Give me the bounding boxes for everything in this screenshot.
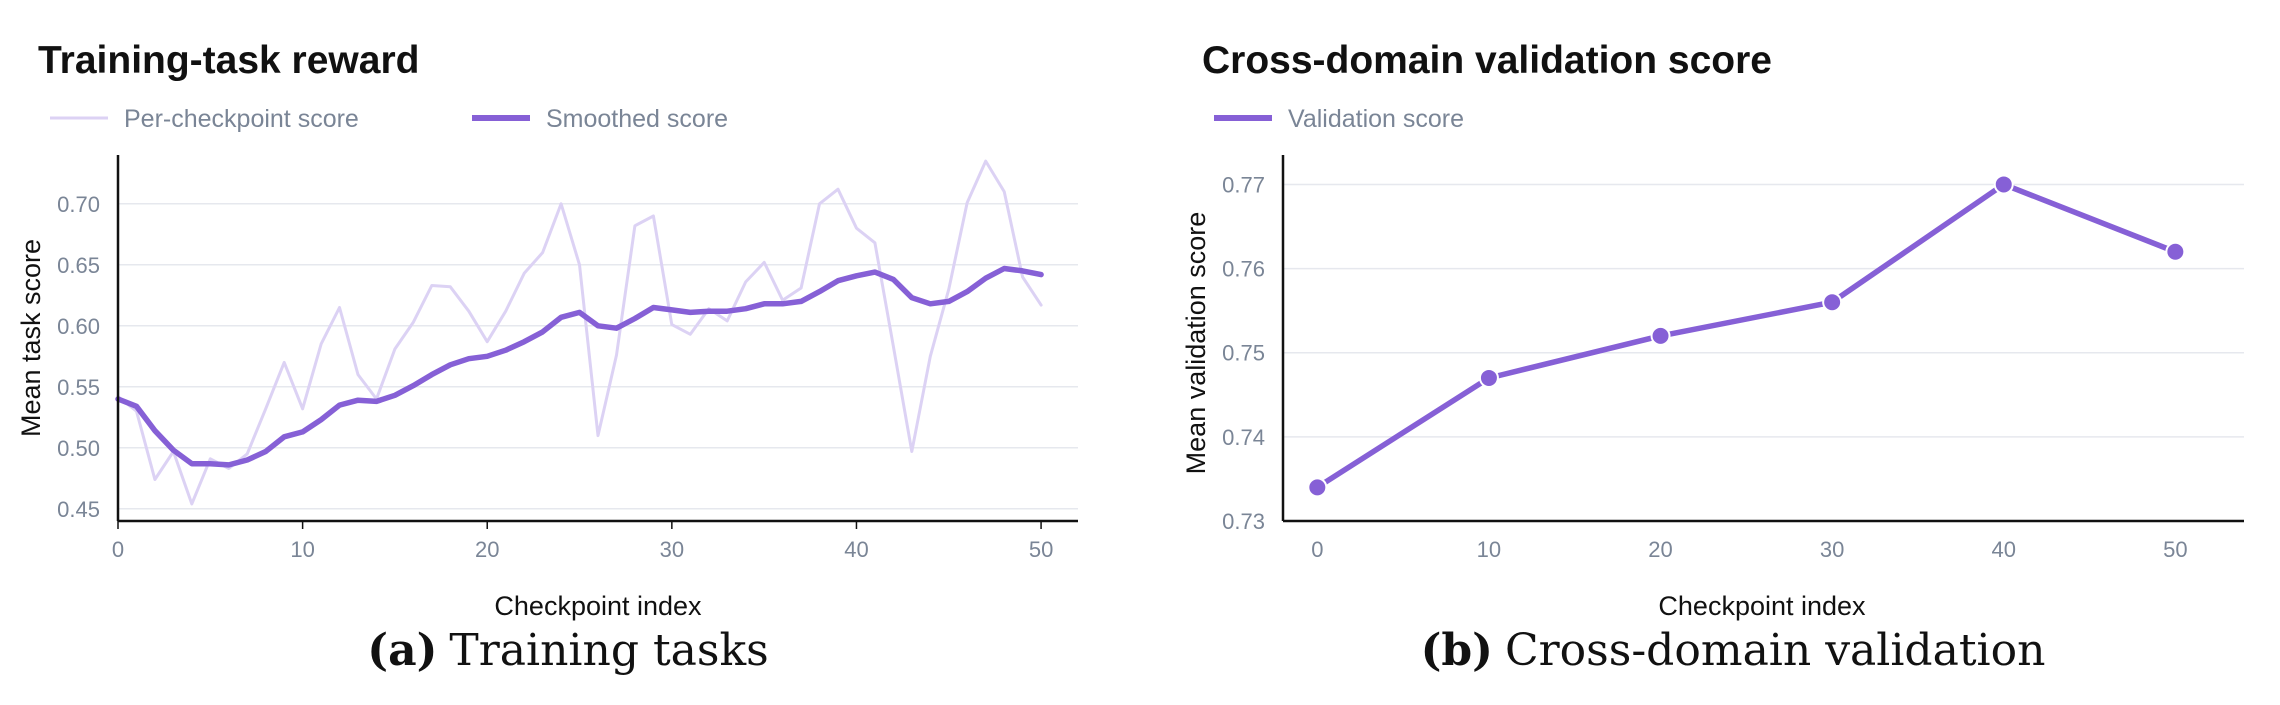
- series-line-validation-score: [1314, 181, 2179, 491]
- y-ticks-validation: 0.73 0.74 0.75 0.76 0.77: [1222, 172, 1265, 534]
- x-tick-label: 50: [1029, 537, 1053, 562]
- x-tick-label: 10: [290, 537, 314, 562]
- caption-text-a: Training tasks: [449, 625, 768, 676]
- y-tick-label: 0.70: [57, 192, 100, 217]
- x-tick-label: 20: [1648, 537, 1672, 562]
- axes-validation: [1281, 155, 2244, 523]
- y-tick-label: 0.77: [1222, 172, 1265, 197]
- y-ticks-training: 0.45 0.50 0.55 0.60 0.65 0.70: [57, 192, 100, 522]
- y-axis-label-training: Mean task score: [16, 239, 46, 437]
- data-point: [1650, 325, 1671, 346]
- data-point: [1993, 174, 2014, 195]
- legend-label-validation: Validation score: [1288, 105, 1464, 133]
- data-point: [2165, 241, 2186, 262]
- x-ticks-validation: 0 10 20 30 40 50: [1311, 537, 2187, 562]
- x-ticks-training: 0 10 20 30 40 50: [112, 521, 1053, 562]
- series-line-smoothed-score: [115, 265, 1044, 468]
- y-tick-label: 0.50: [57, 436, 100, 461]
- x-tick-label: 0: [112, 537, 124, 562]
- y-tick-label: 0.60: [57, 314, 100, 339]
- y-tick-label: 0.45: [57, 497, 100, 522]
- data-point: [1307, 477, 1328, 498]
- y-tick-label: 0.75: [1222, 341, 1265, 366]
- caption-training: (a) Training tasks: [367, 625, 768, 676]
- caption-text-b: Cross-domain validation: [1505, 625, 2045, 676]
- y-tick-label: 0.65: [57, 253, 100, 278]
- y-tick-label: 0.76: [1222, 257, 1265, 282]
- gridlines-validation: [1283, 183, 2244, 522]
- x-tick-label: 30: [1820, 537, 1844, 562]
- y-tick-label: 0.55: [57, 375, 100, 400]
- x-tick-label: 40: [844, 537, 868, 562]
- x-tick-label: 30: [660, 537, 684, 562]
- axes-training: [116, 155, 1078, 523]
- gridlines-training: [118, 203, 1078, 510]
- y-axis-label-validation: Mean validation score: [1181, 212, 1211, 475]
- caption-label-a: (a): [367, 625, 437, 676]
- x-tick-label: 0: [1311, 537, 1323, 562]
- data-point: [1478, 367, 1499, 388]
- panel-training-task-reward: Training-task reward Per-checkpoint scor…: [16, 39, 1078, 676]
- panel-cross-domain-validation: Cross-domain validation score Validation…: [1181, 39, 2244, 676]
- x-axis-label-training: Checkpoint index: [494, 591, 702, 621]
- x-tick-label: 50: [2163, 537, 2187, 562]
- x-tick-label: 10: [1477, 537, 1501, 562]
- legend-label-smoothed: Smoothed score: [546, 105, 728, 133]
- x-tick-label: 20: [475, 537, 499, 562]
- caption-label-b: (b): [1421, 625, 1493, 676]
- chart-title-training: Training-task reward: [38, 39, 419, 82]
- x-tick-label: 40: [1992, 537, 2016, 562]
- series-group-validation: [1307, 174, 2186, 498]
- y-tick-label: 0.73: [1222, 509, 1265, 534]
- x-axis-label-validation: Checkpoint index: [1658, 591, 1866, 621]
- series-group-training: [115, 159, 1044, 506]
- legend-label-per-checkpoint: Per-checkpoint score: [124, 105, 359, 133]
- data-point: [1822, 292, 1843, 313]
- series-line-per-checkpoint-score: [116, 159, 1043, 506]
- y-tick-label: 0.74: [1222, 425, 1265, 450]
- chart-title-validation: Cross-domain validation score: [1202, 39, 1772, 82]
- caption-validation: (b) Cross-domain validation: [1421, 625, 2046, 676]
